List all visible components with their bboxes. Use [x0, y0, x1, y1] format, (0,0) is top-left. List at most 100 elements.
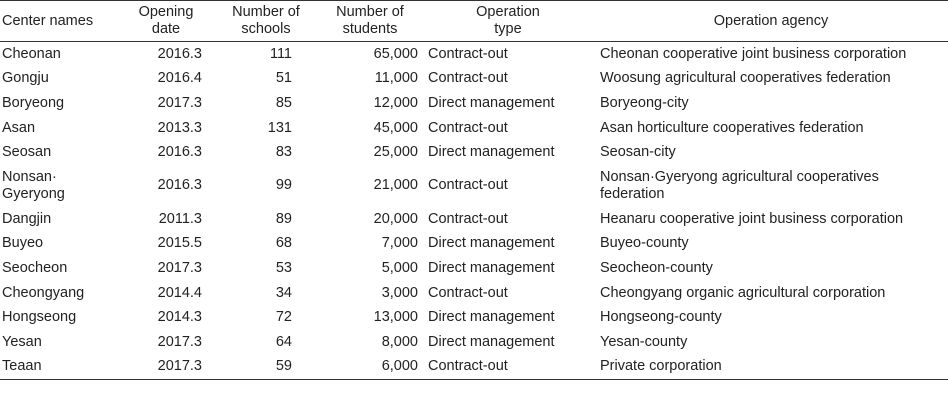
cell-opening-date: 2016.3 — [157, 45, 202, 62]
cell-opening-date: 2016.3 — [157, 177, 202, 194]
cell-center-name-line2: Gyeryong — [2, 185, 65, 202]
header-opening-date: Opening date — [118, 1, 214, 42]
cell-number-of-schools: 99 — [275, 177, 292, 194]
header-number-of-students-line1: Number of — [336, 4, 404, 20]
header-opening-date-line2: date — [151, 21, 181, 37]
cell-center-name: Buyeo — [2, 235, 44, 252]
cell-opening-date: 2015.5 — [157, 235, 202, 252]
cell-operation-agency: Boryeong-city — [600, 94, 689, 111]
cell-number-of-students: 11,000 — [374, 70, 418, 87]
table-row: Cheonan 2016.3 111 65,000 Contract-out C… — [0, 42, 948, 67]
cell-number-of-students: 20,000 — [373, 210, 418, 227]
cell-opening-date: 2013.3 — [157, 119, 202, 136]
cell-center-name: Gongju — [2, 70, 49, 87]
cell-operation-type: Contract-out — [428, 177, 508, 194]
cell-center-name: Yesan — [2, 333, 42, 350]
cell-opening-date: 2016.3 — [157, 144, 202, 161]
cell-operation-type: Contract-out — [428, 119, 508, 136]
cell-opening-date: 2017.3 — [157, 358, 202, 375]
table-row: Teaan 2017.3 59 6,000 Contract-out Priva… — [0, 355, 948, 380]
cell-operation-type: Direct management — [428, 309, 555, 326]
header-operation-agency: Operation agency — [713, 12, 829, 29]
cell-operation-agency: Seosan-city — [600, 144, 676, 161]
cell-number-of-schools: 89 — [275, 210, 292, 227]
table-row: Gongju 2016.4 51 11,000 Contract-out Woo… — [0, 67, 948, 92]
table-body: Cheonan 2016.3 111 65,000 Contract-out C… — [0, 42, 948, 380]
cell-center-name: Seosan — [2, 144, 52, 161]
table-row: Seosan 2016.3 83 25,000 Direct managemen… — [0, 140, 948, 165]
header-operation-type-line1: Operation — [476, 4, 540, 20]
cell-operation-agency: Hongseong-county — [600, 309, 722, 326]
cell-number-of-schools: 72 — [275, 309, 292, 326]
cell-number-of-students: 8,000 — [381, 333, 418, 350]
cell-number-of-schools: 34 — [275, 284, 292, 301]
cell-center-name: Cheongyang — [2, 284, 85, 301]
cell-operation-agency: Cheonan cooperative joint business corpo… — [600, 45, 907, 62]
cell-center-name: Teaan — [2, 358, 42, 375]
cell-center-name: Cheonan — [2, 45, 61, 62]
cell-operation-type: Contract-out — [428, 210, 508, 227]
cell-operation-agency: Woosung agricultural cooperatives federa… — [600, 70, 891, 87]
cell-operation-type: Direct management — [428, 235, 555, 252]
table-row: Nonsan· Gyeryong 2016.3 99 21,000 Contra… — [0, 165, 948, 207]
cell-opening-date: 2014.3 — [157, 309, 202, 326]
cell-operation-type: Direct management — [428, 259, 555, 276]
cell-number-of-schools: 51 — [275, 70, 292, 87]
cell-operation-agency-line1: Nonsan·Gyeryong agricultural cooperative… — [600, 168, 879, 185]
header-center-names: Center names — [2, 12, 94, 29]
cell-number-of-students: 65,000 — [373, 45, 418, 62]
cell-center-name: Boryeong — [2, 94, 65, 111]
cell-number-of-schools: 64 — [275, 333, 292, 350]
table-row: Buyeo 2015.5 68 7,000 Direct management … — [0, 232, 948, 257]
cell-number-of-schools: 131 — [267, 119, 292, 136]
cell-number-of-students: 25,000 — [373, 144, 418, 161]
cell-number-of-schools: 59 — [275, 358, 292, 375]
header-number-of-schools-line1: Number of — [232, 4, 300, 20]
header-number-of-students: Number of students — [318, 1, 422, 42]
cell-number-of-schools: 68 — [275, 235, 292, 252]
cell-operation-type: Direct management — [428, 333, 555, 350]
cell-operation-type: Direct management — [428, 144, 555, 161]
table-row: Yesan 2017.3 64 8,000 Direct management … — [0, 330, 948, 355]
header-number-of-schools-line2: schools — [241, 21, 291, 37]
cell-number-of-schools: 111 — [269, 45, 292, 62]
cell-operation-agency: Buyeo-county — [600, 235, 689, 252]
header-number-of-schools: Number of schools — [214, 1, 318, 42]
cell-opening-date: 2016.4 — [157, 70, 202, 87]
centers-table: Center names Opening date Number of scho… — [0, 0, 948, 380]
cell-number-of-schools: 53 — [275, 259, 292, 276]
cell-operation-agency: Private corporation — [600, 358, 722, 375]
cell-center-name: Hongseong — [2, 309, 77, 326]
cell-number-of-students: 5,000 — [381, 259, 418, 276]
cell-operation-type: Contract-out — [428, 358, 508, 375]
cell-operation-type: Contract-out — [428, 70, 508, 87]
cell-operation-agency: Nonsan·Gyeryong agricultural cooperative… — [594, 165, 948, 207]
cell-number-of-students: 7,000 — [381, 235, 418, 252]
cell-center-name: Nonsan· Gyeryong — [0, 165, 118, 207]
cell-operation-agency-line2: federation — [600, 185, 665, 202]
header-opening-date-line1: Opening — [138, 4, 194, 20]
header-operation-type-line2: type — [494, 21, 522, 37]
cell-center-name: Dangjin — [2, 210, 52, 227]
table-row: Dangjin 2011.3 89 20,000 Contract-out He… — [0, 207, 948, 232]
cell-operation-agency: Heanaru cooperative joint business corpo… — [600, 210, 904, 227]
cell-opening-date: 2017.3 — [157, 259, 202, 276]
table-row: Asan 2013.3 131 45,000 Contract-out Asan… — [0, 116, 948, 141]
cell-operation-type: Contract-out — [428, 45, 508, 62]
cell-center-name-line1: Nonsan· — [2, 168, 57, 185]
cell-opening-date: 2017.3 — [157, 94, 202, 111]
cell-operation-agency: Cheongyang organic agricultural corporat… — [600, 284, 886, 301]
cell-number-of-schools: 83 — [275, 144, 292, 161]
header-operation-type: Operation type — [422, 1, 594, 42]
table-row: Seocheon 2017.3 53 5,000 Direct manageme… — [0, 256, 948, 281]
cell-number-of-students: 45,000 — [373, 119, 418, 136]
cell-number-of-students: 12,000 — [373, 94, 418, 111]
cell-operation-agency: Seocheon-county — [600, 259, 713, 276]
cell-operation-type: Contract-out — [428, 284, 508, 301]
cell-operation-agency: Yesan-county — [600, 333, 688, 350]
cell-number-of-schools: 85 — [275, 94, 292, 111]
cell-operation-type: Direct management — [428, 94, 555, 111]
table-header: Center names Opening date Number of scho… — [0, 0, 948, 42]
cell-number-of-students: 13,000 — [373, 309, 418, 326]
header-row: Center names Opening date Number of scho… — [0, 0, 948, 42]
